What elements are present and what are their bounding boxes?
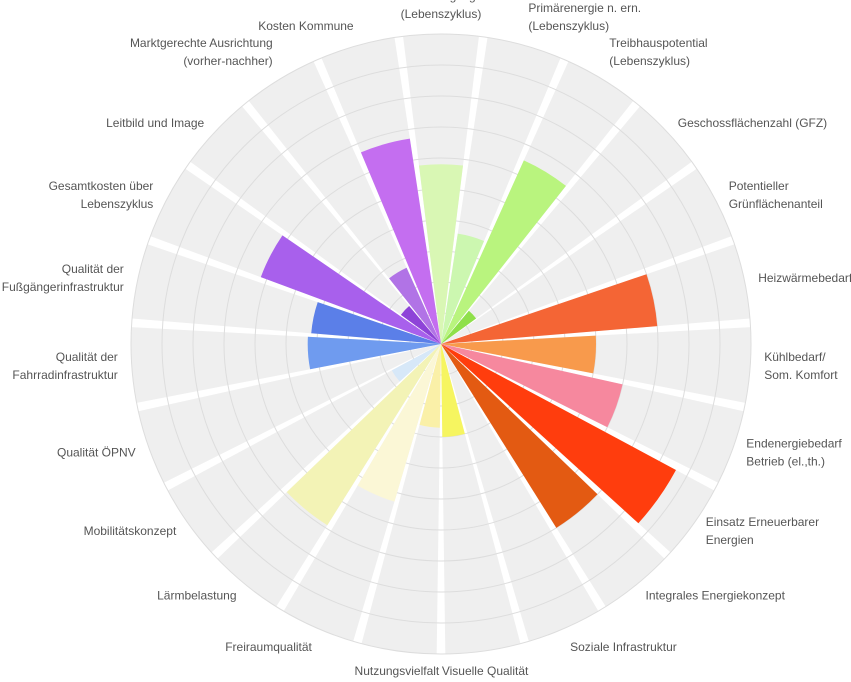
background-wedge [167,344,441,553]
category-label-line: Fahrradinfrastruktur [12,368,117,382]
category-label-line: Som. Komfort [764,368,838,382]
category-label: Qualität ÖPNV [57,446,136,460]
category-label-line: Heizwärmebedarf [758,271,851,285]
category-label: Soziale Infrastruktur [570,640,677,654]
category-label: Kühlbedarf/Som. Komfort [764,350,838,382]
data-wedge [441,344,465,437]
category-label-line: Freiraumqualität [225,640,312,654]
category-label-line: (Lebenszyklus) [401,7,482,21]
category-label-line: Qualität der [62,262,124,276]
category-label: Geschossflächenzahl (GFZ) [678,116,827,130]
category-label: Marktgerechte Ausrichtung (vorher-nachher… [130,36,273,68]
background-wedge [248,61,441,345]
category-label-line: Qualität ÖPNV [57,446,136,460]
category-label-line: Einsatz Erneuerbarer [706,515,819,529]
data-wedge [307,336,441,370]
category-label: Nutzungsvielfalt [355,664,440,678]
data-wedge [286,344,441,526]
category-label: Leitbild und Image [106,116,204,130]
background-wedge [138,344,441,483]
background-wedge [441,344,599,642]
category-label-line: Lärmbelastung [157,588,236,602]
category-label-line: Soziale Infrastruktur [570,640,677,654]
grid-ring [161,64,721,624]
data-wedge [441,344,598,528]
category-label: Einsatz Erneuerbarer Energien [706,515,819,547]
category-label-line: Leitbild und Image [106,116,204,130]
category-label-line: Integrales Energiekonzept [646,588,786,602]
data-wedge [419,344,441,428]
grid-ring [223,126,659,562]
grid-ring [192,95,690,593]
data-wedge [441,310,477,344]
data-wedge [441,344,623,428]
background-wedge [441,106,692,344]
category-label-line: (vorher-nachher) [183,54,272,68]
category-label-line: Fußgängerinfrastruktur [2,280,124,294]
category-label: Qualität der Fußgängerinfrastruktur [2,262,124,294]
category-label-line: Visuelle Qualität [442,664,529,678]
category-label-line: Marktgerechte Ausrichtung [130,36,273,50]
data-wedge [441,233,485,344]
category-label: Kosten Kommune [258,19,354,33]
category-label: Freiraumqualität [225,640,312,654]
data-wedge [360,138,441,344]
background-wedge [441,168,732,344]
category-label-line: Energien [706,533,754,547]
category-label: Endenergiebedarf Betrieb (el.,th.) [746,437,842,469]
category-label-line: Kosten Kommune [258,19,354,33]
data-wedge [260,235,441,344]
category-label-line: Mobilitätskonzept [84,524,177,538]
category-label-line: Treibhauspotential [609,36,707,50]
data-wedges [260,138,676,528]
category-label: Primärenergie n. ern. (Lebenszyklus) [528,1,641,33]
data-wedge [441,274,658,344]
data-wedge [441,160,566,344]
category-label-line: Lebenszyklus [81,197,154,211]
data-wedge [441,344,676,524]
category-label: Primärenergie ges. (Lebenszyklus) [390,0,491,21]
category-label: Gesamtkosten über Lebenszyklus [49,179,154,211]
category-label-line: Betrieb (el.,th.) [746,455,825,469]
category-label: Visuelle Qualität [442,664,529,678]
category-label: Heizwärmebedarf [758,271,851,285]
category-label: Mobilitätskonzept [84,524,177,538]
category-label-line: Endenergiebedarf [746,437,842,451]
category-label-line: Potentieller [729,179,789,193]
data-wedge [311,302,441,344]
data-wedge [419,164,463,344]
category-label-line: Nutzungsvielfalt [355,664,440,678]
grid-rings [130,33,752,655]
data-wedge [400,305,441,344]
category-label-line: Geschossflächenzahl (GFZ) [678,116,827,130]
category-label: Lärmbelastung [157,588,236,602]
grid-ring [130,33,752,655]
category-label-line: Qualität der [56,350,118,364]
category-label-line: Kühlbedarf/ [764,350,826,364]
background-wedge [190,106,441,344]
category-label-line: Grünflächenanteil [729,197,823,211]
category-label-line: (Lebenszyklus) [609,54,690,68]
grid-ring [254,157,628,531]
category-label: Potentieller Grünflächenanteil [729,179,823,211]
category-label: Integrales Energiekonzept [646,588,786,602]
category-label-line: (Lebenszyklus) [528,19,609,33]
category-label-line: Primärenergie ges. [390,0,491,3]
category-label-line: Primärenergie n. ern. [528,1,641,15]
data-wedge [441,335,596,374]
category-label: Qualität der Fahrradinfrastruktur [12,350,117,382]
data-wedge [389,267,441,344]
category-label-line: Gesamtkosten über [49,179,154,193]
data-wedge [357,344,441,502]
category-label: Treibhauspotential (Lebenszyklus) [609,36,707,68]
data-wedge [391,344,441,382]
